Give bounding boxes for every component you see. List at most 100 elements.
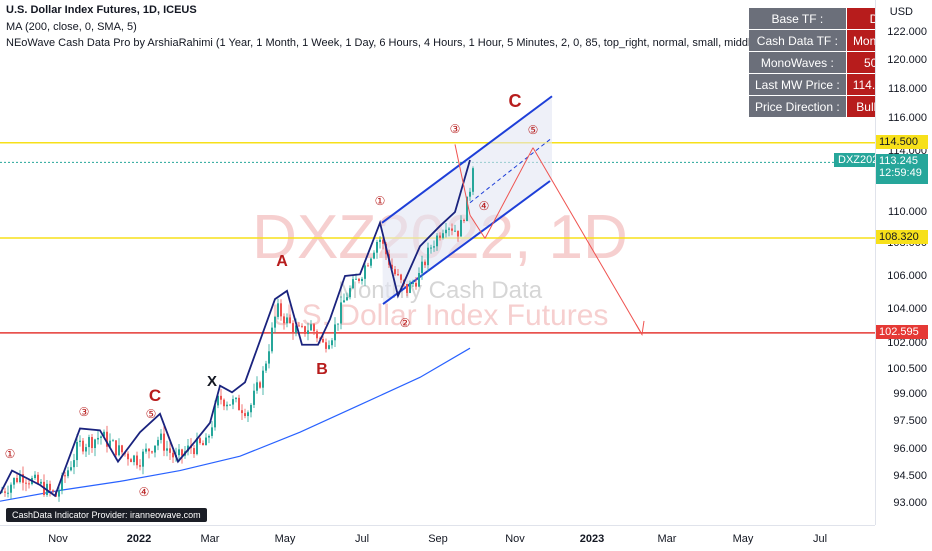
candle-body bbox=[52, 490, 54, 492]
candle-body bbox=[139, 465, 141, 467]
candle-body bbox=[13, 477, 15, 485]
price-axis[interactable]: USD 122.000 120.000 118.000 116.000 114.000 1… bbox=[875, 0, 932, 525]
candle-body bbox=[241, 410, 243, 414]
price-tick: 116.000 bbox=[888, 112, 927, 124]
time-tick: May bbox=[732, 533, 754, 545]
candle-body bbox=[277, 303, 279, 317]
candle-body bbox=[307, 330, 309, 335]
candle-body bbox=[280, 303, 282, 317]
candle-body bbox=[91, 437, 93, 449]
time-tick: 2023 bbox=[579, 533, 605, 545]
wave-label-A: A bbox=[276, 253, 288, 270]
candle-body bbox=[82, 440, 84, 452]
candle-body bbox=[439, 235, 441, 238]
candle-body bbox=[160, 433, 162, 440]
candle-body bbox=[370, 258, 372, 266]
candle-body bbox=[298, 325, 300, 327]
candle-body bbox=[148, 448, 150, 452]
candle-body bbox=[397, 274, 399, 276]
candle-body bbox=[178, 449, 180, 456]
candle-body bbox=[58, 490, 60, 497]
level-102595-label: 102.595 bbox=[876, 324, 928, 339]
candle-body bbox=[214, 405, 216, 428]
candle-body bbox=[25, 482, 27, 484]
wave-label-C-major: C bbox=[509, 91, 522, 111]
projection-arrow-icon bbox=[635, 320, 645, 336]
projection-line bbox=[454, 144, 471, 216]
candle-body bbox=[157, 439, 159, 446]
candle-body bbox=[112, 440, 114, 442]
table-value: Bullish bbox=[846, 96, 875, 117]
price-tick: 100.500 bbox=[887, 363, 927, 375]
price-tick: 97.500 bbox=[893, 415, 927, 427]
wave-label-5-channel: ⑤ bbox=[528, 123, 539, 137]
candle-body bbox=[421, 261, 423, 274]
candle-body bbox=[310, 324, 312, 331]
candle-body bbox=[19, 474, 21, 483]
candle-body bbox=[163, 433, 165, 451]
time-tick: Sep bbox=[428, 533, 448, 545]
table-value: 114.445 bbox=[846, 74, 875, 95]
candle-body bbox=[373, 252, 375, 259]
level-108320-label: 108.320 bbox=[876, 230, 928, 245]
price-tick: 93.000 bbox=[893, 497, 927, 509]
time-tick: Nov bbox=[505, 533, 525, 545]
time-tick: Mar bbox=[200, 533, 220, 545]
indicator-legend: NEoWave Cash Data Pro by ArshiaRahimi (1… bbox=[6, 37, 840, 49]
candle-body bbox=[220, 395, 222, 400]
candle-body bbox=[451, 228, 453, 231]
candle-body bbox=[136, 455, 138, 466]
time-axis[interactable]: Nov 2022 Mar May Jul Sep Nov 2023 Mar May Jul bbox=[0, 525, 875, 551]
candle-body bbox=[70, 467, 72, 471]
candle-body bbox=[361, 278, 363, 281]
wave-label-4: ④ bbox=[139, 485, 150, 499]
ma-legend: MA (200, close, 0, SMA, 5) bbox=[6, 21, 137, 33]
candle-body bbox=[118, 445, 120, 456]
table-label: Last MW Price : bbox=[749, 74, 846, 95]
candle-body bbox=[28, 483, 30, 485]
candle-body bbox=[133, 455, 135, 463]
candle-body bbox=[343, 300, 345, 303]
candle-body bbox=[151, 451, 153, 453]
price-tick: 99.000 bbox=[893, 388, 927, 400]
candle-body bbox=[250, 404, 252, 413]
candle-body bbox=[37, 474, 39, 484]
level-114500-label: 114.500 bbox=[876, 134, 928, 149]
candle-body bbox=[109, 440, 111, 447]
table-value: 500 bbox=[846, 52, 875, 73]
candle-body bbox=[472, 168, 474, 192]
candle-body bbox=[40, 481, 42, 484]
candle-body bbox=[454, 230, 456, 232]
candle-body bbox=[379, 239, 381, 242]
candle-body bbox=[286, 317, 288, 324]
candle-body bbox=[145, 448, 147, 452]
candle-body bbox=[469, 191, 471, 197]
candle-body bbox=[67, 470, 69, 477]
candle-body bbox=[10, 484, 12, 493]
candle-body bbox=[226, 404, 228, 407]
table-label: Price Direction : bbox=[749, 96, 846, 117]
candle-body bbox=[352, 279, 354, 289]
wave-label-3: ③ bbox=[79, 405, 90, 419]
table-value: D bbox=[846, 8, 875, 29]
candle-body bbox=[463, 219, 465, 222]
candle-body bbox=[232, 399, 234, 405]
table-label: MonoWaves : bbox=[749, 52, 846, 73]
candle-body bbox=[4, 491, 6, 493]
wave-label-C-minor: C bbox=[149, 386, 161, 405]
wave-label-2-channel: ② bbox=[400, 316, 411, 330]
time-tick: 2022 bbox=[126, 533, 152, 545]
time-tick: Jul bbox=[354, 533, 370, 545]
candle-body bbox=[22, 474, 24, 483]
candle-body bbox=[265, 363, 267, 371]
candle-body bbox=[238, 397, 240, 411]
wave-label-B: B bbox=[316, 361, 328, 378]
projection-line bbox=[532, 147, 643, 335]
time-tick: Jul bbox=[812, 533, 828, 545]
candle-body bbox=[376, 241, 378, 253]
candle-body bbox=[292, 323, 294, 333]
price-tick: 104.000 bbox=[887, 303, 927, 315]
candle-body bbox=[217, 395, 219, 406]
